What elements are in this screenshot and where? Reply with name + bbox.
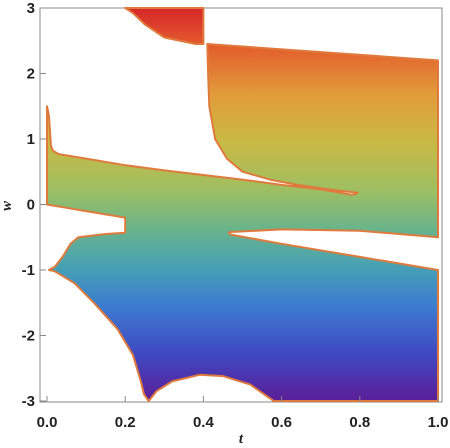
tick-labels-layer: 0.0 0.2 0.4 0.6 0.8 1.0 3 2 1 0 -1 -2 -3 [22, 0, 449, 431]
x-tick-label: 0.4 [193, 414, 215, 431]
x-tick-label: 0.0 [37, 414, 58, 431]
y-tick-label: 2 [27, 66, 35, 83]
y-axis-label: w [0, 200, 15, 211]
y-tick-label: -2 [22, 328, 35, 345]
region-2 [124, 7, 205, 45]
y-tick-label: -1 [22, 262, 35, 279]
ticks-layer [40, 7, 439, 402]
y-tick-label: 0 [27, 197, 35, 214]
x-tick-label: 1.0 [428, 414, 449, 431]
x-tick-label: 0.6 [271, 414, 292, 431]
y-tick-label: 1 [27, 131, 35, 148]
y-tick-label: -3 [22, 393, 35, 410]
x-axis-label: t [239, 431, 244, 447]
region-1 [46, 43, 439, 402]
regions-layer [46, 7, 439, 402]
x-tick-label: 0.2 [115, 414, 136, 431]
y-tick-label: 3 [27, 0, 35, 17]
x-tick-label: 0.8 [349, 414, 370, 431]
